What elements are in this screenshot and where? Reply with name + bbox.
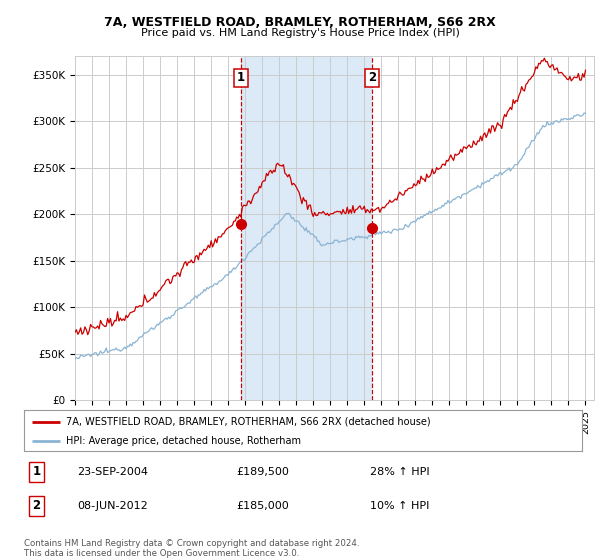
- Text: 7A, WESTFIELD ROAD, BRAMLEY, ROTHERHAM, S66 2RX (detached house): 7A, WESTFIELD ROAD, BRAMLEY, ROTHERHAM, …: [66, 417, 430, 427]
- Text: Price paid vs. HM Land Registry's House Price Index (HPI): Price paid vs. HM Land Registry's House …: [140, 28, 460, 38]
- Text: 2: 2: [32, 500, 40, 512]
- Text: 08-JUN-2012: 08-JUN-2012: [77, 501, 148, 511]
- Text: 1: 1: [32, 465, 40, 478]
- Text: £189,500: £189,500: [236, 467, 289, 477]
- Text: 2: 2: [368, 72, 376, 85]
- Text: Contains HM Land Registry data © Crown copyright and database right 2024.
This d: Contains HM Land Registry data © Crown c…: [24, 539, 359, 558]
- Text: 28% ↑ HPI: 28% ↑ HPI: [370, 467, 430, 477]
- Text: £185,000: £185,000: [236, 501, 289, 511]
- Text: HPI: Average price, detached house, Rotherham: HPI: Average price, detached house, Roth…: [66, 436, 301, 446]
- Text: 1: 1: [236, 72, 245, 85]
- Text: 7A, WESTFIELD ROAD, BRAMLEY, ROTHERHAM, S66 2RX: 7A, WESTFIELD ROAD, BRAMLEY, ROTHERHAM, …: [104, 16, 496, 29]
- Text: 23-SEP-2004: 23-SEP-2004: [77, 467, 148, 477]
- Text: 10% ↑ HPI: 10% ↑ HPI: [370, 501, 430, 511]
